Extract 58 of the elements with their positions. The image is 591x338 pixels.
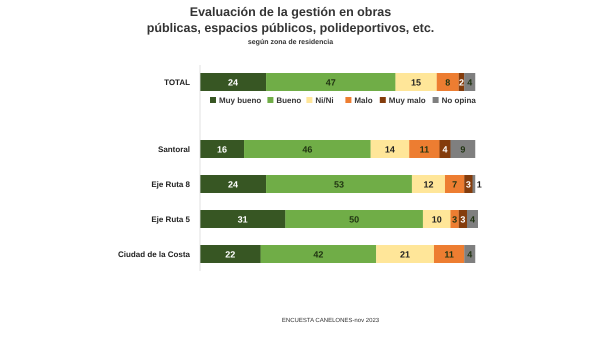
data-label: 31 (238, 214, 248, 224)
bar (200, 175, 266, 193)
data-label: 50 (349, 214, 360, 224)
bar (472, 175, 476, 193)
data-label: 9 (460, 144, 466, 154)
bar (450, 140, 476, 158)
data-label: 24 (228, 180, 238, 190)
data-label: 42 (313, 250, 324, 260)
bar (434, 245, 464, 263)
y-tick-label: Santoral (158, 145, 190, 154)
data-label: 7 (452, 180, 458, 190)
data-label: 8 (445, 78, 450, 88)
data-label: 46 (302, 144, 312, 154)
data-label: 2 (458, 78, 464, 88)
legend-label: Ni/Ni (315, 96, 334, 105)
y-tick-label: Ciudad de la Costa (118, 250, 191, 259)
data-label: 3 (466, 180, 471, 190)
data-label: 24 (228, 78, 238, 88)
data-label: 12 (423, 180, 434, 190)
data-label: 11 (420, 144, 430, 154)
data-label: 4 (467, 250, 472, 260)
bar (200, 140, 244, 158)
bar (244, 140, 371, 158)
data-label: 1 (476, 180, 482, 190)
bar (444, 175, 464, 193)
data-label: 3 (460, 214, 466, 224)
bar (409, 140, 440, 158)
bar (376, 245, 434, 263)
bar (370, 140, 410, 158)
y-tick-label: Eje Ruta 5 (151, 215, 191, 224)
chart-title: Evaluación de la gestión en obras públicas, espacios públicos, polideportivos, etc. (146, 5, 434, 35)
data-label: 14 (384, 144, 395, 154)
bar (412, 175, 445, 193)
data-label: 4 (442, 144, 448, 154)
data-label: 21 (400, 250, 410, 260)
y-tick-label: Eje Ruta 8 (151, 180, 191, 189)
legend-label: Muy malo (388, 96, 426, 105)
data-label: 15 (411, 78, 422, 88)
data-label: 53 (334, 180, 344, 190)
data-label: 10 (432, 214, 442, 224)
bar (200, 210, 286, 228)
bar (266, 175, 412, 193)
data-label: 11 (444, 250, 454, 260)
legend-label: No opina (442, 96, 476, 105)
data-label: 3 (452, 214, 458, 224)
y-tick-label: TOTAL (164, 78, 190, 87)
bar (200, 245, 261, 263)
legend-label: Muy bueno (219, 96, 262, 105)
bar (285, 210, 423, 228)
bar (260, 245, 376, 263)
data-label: 4 (470, 214, 476, 224)
data-label: 22 (225, 250, 236, 260)
data-label: 47 (326, 78, 336, 88)
data-label: 4 (467, 78, 472, 88)
legend-label: Bueno (276, 96, 302, 105)
bar (422, 210, 450, 228)
data-label: 16 (217, 144, 228, 154)
legend-label: Malo (354, 96, 373, 105)
